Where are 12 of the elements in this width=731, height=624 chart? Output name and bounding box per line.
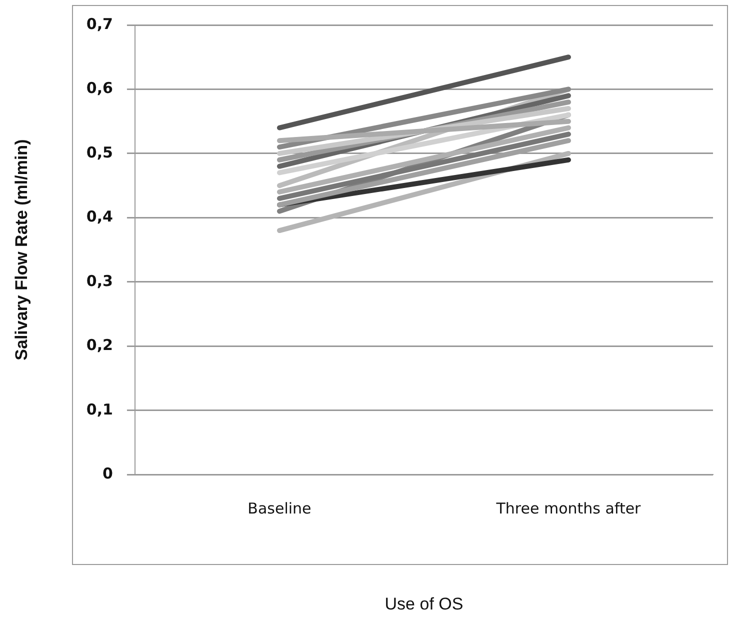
y-tick-label: 0 (102, 464, 113, 482)
y-tick-label: 0,4 (86, 208, 113, 226)
x-tick-label: Baseline (248, 499, 312, 518)
y-tick-label: 0,2 (86, 336, 113, 354)
y-tick-label: 0,6 (86, 79, 113, 98)
y-tick-label: 0,3 (86, 272, 113, 290)
y-tick-label: 0,1 (86, 400, 113, 418)
x-axis-title: Use of OS (384, 594, 464, 614)
y-axis-title: Salivary Flow Rate (ml/min) (12, 139, 31, 360)
y-tick-label: 0,7 (86, 14, 113, 33)
y-tick-label: 0,5 (86, 143, 113, 162)
x-tick-label: Three months after (495, 499, 642, 518)
